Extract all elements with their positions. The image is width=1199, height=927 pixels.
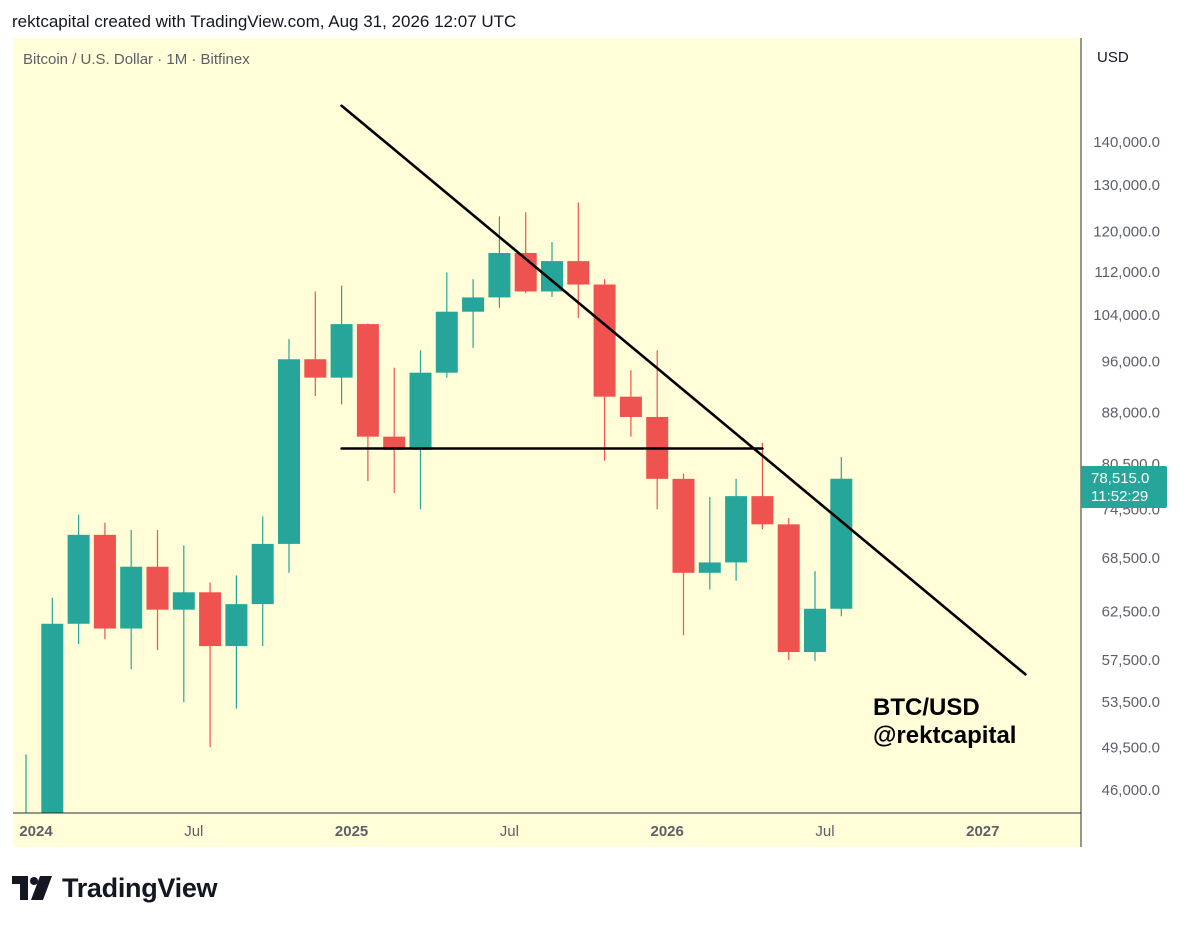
price-tick-label: 130,000.0 <box>1093 177 1160 194</box>
time-tick-label: Jul <box>184 823 203 840</box>
price-tick-label: 88,000.0 <box>1102 404 1160 421</box>
candle-body <box>278 359 300 544</box>
candle-body <box>41 623 64 813</box>
price-tick-label: 68,500.0 <box>1102 550 1160 567</box>
last-price-value: 78,515.0 <box>1091 470 1149 487</box>
time-axis[interactable]: 2024 Jul 2025 Jul 2026 Jul 2027 <box>19 823 999 840</box>
candle-2024-08[interactable] <box>199 582 222 748</box>
candle-2026-06[interactable] <box>777 517 800 661</box>
tradingview-logo-icon <box>12 876 52 900</box>
time-tick-label: 2026 <box>651 823 684 840</box>
candle-2026-04[interactable] <box>725 478 748 581</box>
plot-background <box>13 38 1081 847</box>
candle-body <box>462 297 485 312</box>
price-tick-label: 104,000.0 <box>1093 307 1160 324</box>
price-tick-label: 53,500.0 <box>1102 694 1160 711</box>
candle-2024-10[interactable] <box>251 516 274 647</box>
candle-body <box>199 592 222 647</box>
candle-2026-03[interactable] <box>698 496 721 590</box>
price-tick-label: 96,000.0 <box>1102 354 1160 371</box>
candle-2025-10[interactable] <box>567 202 590 318</box>
time-tick-label: 2024 <box>19 823 53 840</box>
candle-body <box>409 372 432 450</box>
tradingview-logo-text: TradingView <box>62 872 218 903</box>
candle-body <box>172 592 195 610</box>
candle-body <box>93 534 116 629</box>
tradingview-logo[interactable]: TradingView <box>12 870 218 906</box>
candle-2024-01[interactable] <box>15 754 37 893</box>
candle-body <box>698 562 721 573</box>
candle-body <box>619 396 642 417</box>
symbol-label: Bitcoin / U.S. Dollar · 1M · Bitfinex <box>23 51 250 68</box>
candles-layer <box>0 202 853 907</box>
candle-2025-04[interactable] <box>409 350 432 510</box>
candle-body <box>777 524 800 653</box>
candle-2024-07[interactable] <box>172 545 195 703</box>
descending-trendline[interactable] <box>340 104 1027 676</box>
candle-body <box>356 324 379 437</box>
time-tick-label: 2025 <box>335 823 368 840</box>
candle-body <box>751 496 774 525</box>
candle-body <box>304 359 327 378</box>
candle-body <box>672 478 695 573</box>
time-tick-label: Jul <box>500 823 519 840</box>
candle-2024-04[interactable] <box>93 522 116 640</box>
candle-2025-02[interactable] <box>356 323 379 482</box>
price-tick-label: 46,000.0 <box>1102 782 1160 799</box>
price-tick-label: 112,000.0 <box>1094 264 1160 281</box>
last-price-tag: 78,515.0 11:52:29 <box>1081 466 1167 508</box>
candle-body <box>435 311 458 373</box>
candle-body <box>593 284 616 397</box>
last-price-countdown: 11:52:29 <box>1091 488 1148 505</box>
candle-2026-08[interactable] <box>830 456 853 617</box>
candle-2026-02[interactable] <box>672 473 695 636</box>
candle-body <box>830 478 853 609</box>
annotation-line2: @rektcapital <box>873 722 1016 749</box>
candle-body <box>567 261 590 285</box>
candle-body <box>67 534 90 624</box>
candle-2025-12[interactable] <box>619 370 642 437</box>
price-tick-label: 57,500.0 <box>1102 652 1160 669</box>
time-tick-label: Jul <box>815 823 834 840</box>
price-tick-label: 49,500.0 <box>1102 739 1160 756</box>
candle-body <box>488 252 511 298</box>
candle-body <box>225 604 248 647</box>
candle-2024-02[interactable] <box>41 597 64 845</box>
candle-body <box>725 496 748 563</box>
candle-body <box>120 566 143 629</box>
candle-2025-03[interactable] <box>383 367 406 494</box>
price-tick-label: 140,000.0 <box>1093 134 1160 151</box>
price-tick-label: 62,500.0 <box>1102 604 1160 621</box>
candle-2025-05[interactable] <box>435 272 458 378</box>
candle-2026-07[interactable] <box>804 571 826 662</box>
chart-header: rektcapital created with TradingView.com… <box>12 12 517 31</box>
candle-body <box>251 543 274 605</box>
currency-button[interactable]: USD <box>1086 40 1178 74</box>
candle-2024-03[interactable] <box>67 514 90 645</box>
price-tick-label: 120,000.0 <box>1093 224 1160 241</box>
candle-2025-06[interactable] <box>462 279 485 348</box>
candle-2023-12[interactable] <box>0 804 11 907</box>
candle-body <box>383 436 406 450</box>
trendlines-layer[interactable] <box>340 104 1027 676</box>
time-tick-label: 2027 <box>966 823 999 840</box>
candle-2024-09[interactable] <box>225 575 248 709</box>
candle-2025-11[interactable] <box>593 279 616 461</box>
candle-2024-06[interactable] <box>146 529 169 651</box>
candle-2024-11[interactable] <box>278 339 300 573</box>
annotation-line1: BTC/USD <box>873 694 980 721</box>
candle-body <box>804 608 826 653</box>
candle-body <box>146 566 169 610</box>
candle-2025-07[interactable] <box>488 216 511 308</box>
candle-2024-05[interactable] <box>120 529 143 670</box>
candle-2024-12[interactable] <box>304 291 327 397</box>
candle-body <box>0 839 11 906</box>
candle-body <box>330 324 353 378</box>
candle-2025-01[interactable] <box>330 285 353 405</box>
